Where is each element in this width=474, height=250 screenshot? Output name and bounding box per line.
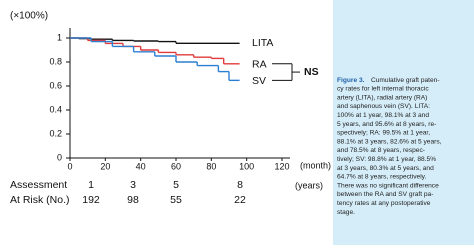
caption-line: stage. [337, 209, 355, 216]
x-tick-label: 120 [274, 161, 289, 171]
caption-label: Figure 3. [337, 77, 365, 84]
caption-line: spectively; RA: 99.5% at 1 year, [337, 130, 430, 137]
caption-line: tency rates at any postoperative [337, 200, 431, 207]
risk-value: 5 [173, 179, 179, 191]
caption-line: between the RA and SV graft pa- [337, 191, 433, 198]
significance-label: NS [304, 66, 319, 78]
caption-line: and saphenous vein (SV). LITA: [337, 103, 430, 110]
caption-line: There was no significant difference [337, 182, 439, 189]
y-tick-label: 0.2 [49, 128, 62, 138]
x-tick-label: 80 [206, 161, 216, 171]
x-tick-label: 0 [67, 161, 72, 171]
y-tick-label: 0.6 [49, 80, 62, 90]
x-unit-label: (month) [300, 160, 331, 170]
caption-line: cy rates for left internal thoracic [337, 86, 429, 93]
y-tick-label: 1 [57, 32, 62, 42]
series-label: SV [252, 75, 266, 87]
caption-line: and 78.5% at 8 years, respec- [337, 147, 425, 154]
risk-row-label: Assessment [10, 179, 67, 191]
caption-line: 5 years, and 95.6% at 8 years, re- [337, 121, 436, 128]
x-tick-label: 20 [100, 161, 110, 171]
y-tick-label: 0.8 [49, 56, 62, 66]
risk-value: 55 [170, 194, 182, 206]
x-tick-label: 60 [171, 161, 181, 171]
caption-line: Cumulative graft paten- [371, 77, 440, 84]
risk-value: 3 [130, 179, 136, 191]
caption-panel [333, 0, 474, 245]
y-unit-label: (×100%) [10, 11, 48, 22]
x-tick-label: 40 [136, 161, 146, 171]
caption-line: 100% at 1 year, 98.1% at 3 and [337, 112, 429, 119]
series-label: LITA [252, 37, 273, 49]
risk-row-label: At Risk (No.) [10, 194, 70, 206]
y-tick-label: 0.4 [49, 104, 62, 114]
caption-line: at 3 years, 80.3% at 5 years, and [337, 165, 434, 172]
caption-line: 88.1% at 3 years, 82.6% at 5 years, [337, 138, 442, 145]
risk-unit: (years) [295, 180, 323, 190]
series-label: RA [252, 59, 267, 71]
x-tick-label: 100 [239, 161, 254, 171]
risk-value: 1 [88, 179, 94, 191]
risk-value: 8 [237, 179, 243, 191]
risk-value: 98 [127, 194, 139, 206]
risk-value: 22 [234, 194, 246, 206]
y-tick-label: 0 [57, 152, 62, 162]
caption-line: artery (LITA), radial artery (RA) [337, 94, 427, 101]
caption-line: 64.7% at 8 years, respectively. [337, 174, 426, 181]
risk-value: 192 [82, 194, 100, 206]
caption-line: tively; SV: 98.8% at 1 year, 88.5% [337, 156, 436, 163]
